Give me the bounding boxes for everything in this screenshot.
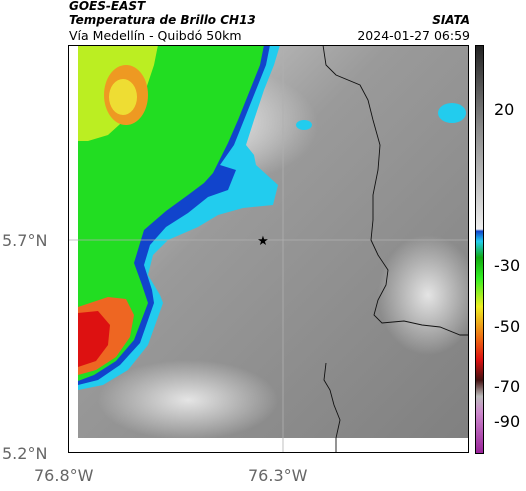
map-frame — [68, 45, 469, 453]
colorbar-label: 20 — [494, 100, 515, 119]
region-subtitle: Vía Medellín - Quibdó 50km — [69, 28, 242, 43]
colorbar-label: -70 — [494, 377, 521, 396]
satellite-map[interactable]: ★ — [68, 45, 469, 453]
warm-spot-yellow — [109, 79, 137, 115]
lat-tick-label: 5.2°N — [2, 444, 48, 463]
cloud-cell-cyan — [438, 103, 466, 123]
colorbar-label: -30 — [494, 256, 521, 275]
cloud-light-patch — [378, 235, 469, 355]
timestamp-label: 2024-01-27 06:59 — [357, 28, 470, 43]
border-line — [322, 45, 469, 336]
border-line — [323, 362, 341, 453]
warm-region-green — [78, 45, 264, 381]
cold-spot-red — [78, 311, 110, 367]
colorbar — [475, 45, 484, 454]
colorbar-fill — [475, 45, 484, 454]
satellite-title: GOES-EAST — [69, 0, 146, 13]
cloud-light-patch — [98, 360, 278, 440]
lat-tick-label: 5.7°N — [2, 231, 48, 250]
lon-tick-label: 76.8°W — [34, 466, 94, 485]
cloud-cell-cyan — [296, 120, 312, 130]
lon-tick-label: 76.3°W — [248, 466, 308, 485]
product-title: Temperatura de Brillo CH13 — [69, 13, 256, 27]
colorbar-label: -90 — [494, 412, 521, 431]
site-marker-star[interactable]: ★ — [257, 234, 269, 249]
agency-label: SIATA — [432, 13, 470, 27]
colorbar-label: -50 — [494, 317, 521, 336]
